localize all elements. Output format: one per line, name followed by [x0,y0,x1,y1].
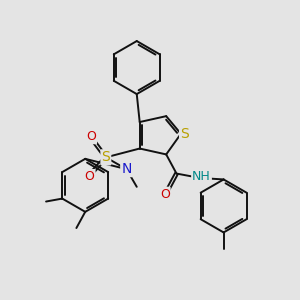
Text: O: O [86,130,96,143]
Text: N: N [121,162,132,176]
Text: O: O [85,170,94,183]
Text: S: S [101,150,110,164]
Text: O: O [160,188,170,201]
Text: S: S [180,127,189,141]
Text: NH: NH [192,170,211,183]
